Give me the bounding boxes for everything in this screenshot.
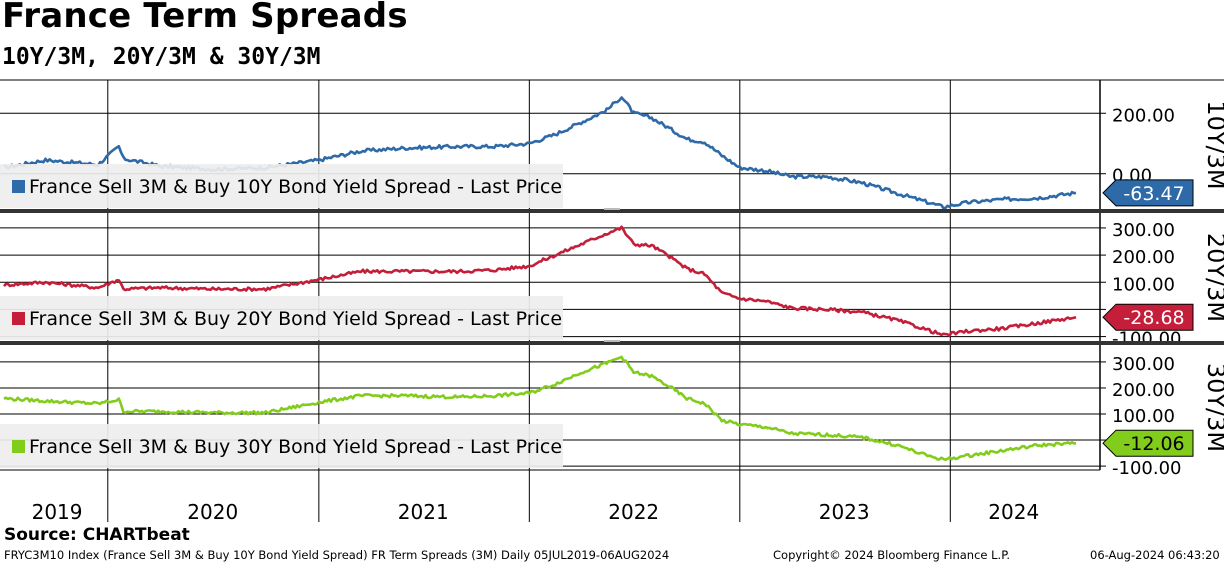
last-value-flag: [1102, 303, 1194, 331]
y-tick-label: 300.00: [1112, 220, 1175, 241]
y-axis-label: 20Y/3M: [1202, 233, 1224, 322]
x-tick-label: 2023: [819, 500, 870, 524]
legend-swatch: [12, 440, 25, 453]
y-tick-label: 100.00: [1112, 274, 1175, 295]
chart-subtitle: 10Y/3M, 20Y/3M & 30Y/3M: [2, 44, 321, 70]
footer-copyright: Copyright© 2024 Bloomberg Finance L.P.: [773, 548, 1010, 562]
legend-box: [0, 424, 563, 468]
y-tick-label: -100.00: [1112, 458, 1181, 479]
panel-handle: [604, 208, 620, 210]
legend-label: France Sell 3M & Buy 30Y Bond Yield Spre…: [29, 436, 562, 458]
y-tick-label: -100.00: [1112, 329, 1181, 350]
series-line: [3, 225, 1077, 337]
legend-box: [0, 164, 563, 208]
y-tick-label: 300.00: [1112, 354, 1175, 375]
y-tick-label: 100.00: [1112, 406, 1175, 427]
last-value-label: -12.06: [1123, 433, 1184, 455]
legend-label: France Sell 3M & Buy 20Y Bond Yield Spre…: [29, 308, 562, 330]
series-line: [3, 355, 1077, 462]
x-tick-label: 2024: [988, 500, 1039, 524]
panel-handle: [604, 340, 620, 342]
legend-swatch: [12, 180, 25, 193]
legend-label: France Sell 3M & Buy 10Y Bond Yield Spre…: [29, 176, 562, 198]
panel-separator: [0, 209, 1224, 213]
y-axis-label: 10Y/3M: [1202, 100, 1224, 189]
legend-swatch: [12, 312, 25, 325]
last-value-flag: [1102, 179, 1194, 207]
legend-box: [0, 296, 563, 340]
footer-security-info: FRYC3M10 Index (France Sell 3M & Buy 10Y…: [4, 548, 670, 562]
chart-title: France Term Spreads: [2, 0, 408, 36]
x-tick-label: 2022: [608, 500, 659, 524]
x-tick-label: 2019: [32, 500, 83, 524]
last-value-label: -28.68: [1123, 307, 1184, 329]
source-note: Source: CHARTbeat: [4, 525, 190, 545]
footer-timestamp: 06-Aug-2024 06:43:20: [1090, 548, 1220, 562]
last-value-label: -63.47: [1123, 183, 1184, 205]
y-tick-label: 200.00: [1112, 105, 1175, 126]
y-axis-label: 30Y/3M: [1202, 363, 1224, 452]
last-value-flag: [1102, 429, 1194, 457]
panel-separator: [0, 341, 1224, 345]
x-tick-label: 2020: [187, 500, 238, 524]
x-tick-label: 2021: [398, 500, 449, 524]
y-tick-label: 200.00: [1112, 247, 1175, 268]
y-tick-label: 200.00: [1112, 380, 1175, 401]
